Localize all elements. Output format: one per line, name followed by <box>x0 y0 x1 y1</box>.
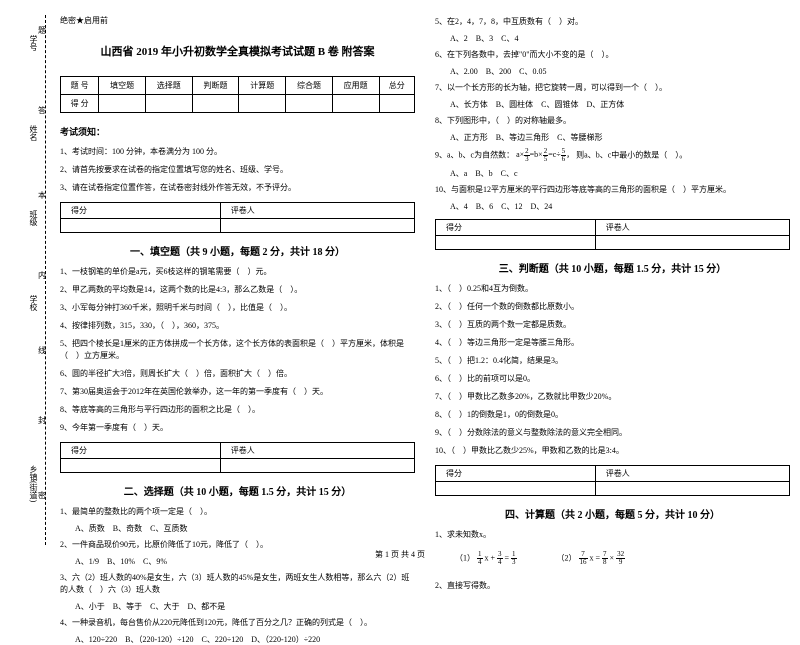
section-3-title: 三、判断题（共 10 小题，每题 1.5 分，共计 15 分） <box>435 260 790 275</box>
q-item: 9、（ ）分数除法的意义与整数除法的意义完全相同。 <box>435 427 790 439</box>
cut-mark: 封 <box>38 415 46 426</box>
cut-mark: 本 <box>38 190 46 201</box>
fraction-eq: a×23=b×25=c÷56， <box>516 150 576 159</box>
th: 综合题 <box>286 77 333 95</box>
q-item: 3、六（2）班人数的40%是女生，六（3）班人数的45%是女生，两班女生人数相等… <box>60 572 415 596</box>
scorer-table: 得分评卷人 <box>435 219 790 250</box>
notice-item: 3、请在试卷指定位置作答，在试卷密封线外作答无效，不予评分。 <box>60 182 415 194</box>
q-item: 8、（ ）1的倒数是1，0的倒数是0。 <box>435 409 790 421</box>
th: 计算题 <box>239 77 286 95</box>
binding-margin: 学号 题 姓名 答 班级 本 学校 内 线 封 乡镇(街道) 密 <box>10 15 60 545</box>
q-item: 7、（ ）甲数比乙数多20%，乙数就比甲数少20%。 <box>435 391 790 403</box>
th: 题 号 <box>61 77 99 95</box>
section-2-title: 二、选择题（共 10 小题，每题 1.5 分，共计 15 分） <box>60 483 415 498</box>
section-1-title: 一、填空题（共 9 小题，每题 2 分，共计 18 分） <box>60 243 415 258</box>
q-item: 2、（ ）任何一个数的倒数都比原数小。 <box>435 301 790 313</box>
q-item: 9、今年第一季度有（ ）天。 <box>60 422 415 434</box>
notice-title: 考试须知： <box>60 125 415 138</box>
q-item: 8、下列图形中，（ ）的对称轴最多。 <box>435 115 790 127</box>
cut-mark: 密 <box>38 490 46 501</box>
q-opts: A、4 B、6 C、12 D、24 <box>435 201 790 212</box>
q-item: 6、（ ）比的前项可以是0。 <box>435 373 790 385</box>
notice-item: 1、考试时间：100 分钟，本卷满分为 100 分。 <box>60 146 415 158</box>
q-opts: A、小于 B、等于 C、大于 D、都不是 <box>60 601 415 612</box>
q-item: 1、最简单的整数比的两个项一定是（ ）。 <box>60 506 415 518</box>
margin-label-class: 班级 <box>28 210 39 226</box>
q-item: 1、一枝钢笔的单价是a元，买6枝这样的钢笔需要（ ）元。 <box>60 266 415 278</box>
score-table: 题 号 填空题 选择题 判断题 计算题 综合题 应用题 总分 得 分 <box>60 76 415 113</box>
th: 填空题 <box>99 77 146 95</box>
margin-label-school: 学校 <box>28 295 39 311</box>
margin-label-name: 姓名 <box>28 125 39 141</box>
q-item: 5、（ ）把1.2：0.4化简，结果是3。 <box>435 355 790 367</box>
right-column: 5、在2，4，7，8，中互质数有（ ）对。 A、2 B、3 C、4 6、在下列各… <box>435 15 790 545</box>
q-item: 7、第30届奥运会于2012年在英国伦敦举办，这一年的第一季度有（ ）天。 <box>60 386 415 398</box>
q-opts: A、2.00 B、200 C、0.05 <box>435 66 790 77</box>
q-item: 4、（ ）等边三角形一定是等腰三角形。 <box>435 337 790 349</box>
q-opts: A、120÷220 B、（220-120）÷120 C、220÷120 D、（2… <box>60 634 415 645</box>
scorer-table: 得分评卷人 <box>60 202 415 233</box>
secret-label: 绝密★启用前 <box>60 15 415 26</box>
q-item: 2、直接写得数。 <box>435 580 790 592</box>
exam-title: 山西省 2019 年小升初数学全真模拟考试试题 B 卷 附答案 <box>60 43 415 59</box>
q-opts: A、正方形 B、等边三角形 C、等腰梯形 <box>435 132 790 143</box>
q-item: 10、与面积是12平方厘米的平行四边形等底等高的三角形的面积是（ ）平方厘米。 <box>435 184 790 196</box>
th: 应用题 <box>332 77 379 95</box>
q-opts: A、2 B、3 C、4 <box>435 33 790 44</box>
th: 总分 <box>379 77 414 95</box>
th: 选择题 <box>145 77 192 95</box>
row-label: 得 分 <box>61 95 99 113</box>
section-4-title: 四、计算题（共 2 小题，每题 5 分，共计 10 分） <box>435 506 790 521</box>
q-item: 2、甲乙两数的平均数是14，这两个数的比是4:3，那么乙数是（ ）。 <box>60 284 415 296</box>
left-column: 绝密★启用前 山西省 2019 年小升初数学全真模拟考试试题 B 卷 附答案 题… <box>60 15 415 545</box>
q-opts: A、质数 B、奇数 C、互质数 <box>60 523 415 534</box>
notice-item: 2、请首先按要求在试卷的指定位置填写您的姓名、班级、学号。 <box>60 164 415 176</box>
q-item: 3、（ ）互质的两个数一定都是质数。 <box>435 319 790 331</box>
q-item: 6、在下列各数中，去掉"0"而大小不变的是（ ）。 <box>435 49 790 61</box>
q-item: 6、圆的半径扩大3倍，则周长扩大（ ）倍，面积扩大（ ）倍。 <box>60 368 415 380</box>
q-item: 9、a、b、c为自然数： a×23=b×25=c÷56， 则a、b、c中最小的数… <box>435 148 790 163</box>
q-item: 4、一种录音机，每台售价从220元降低到120元，降低了百分之几？正确的列式是（… <box>60 617 415 629</box>
cut-mark: 内 <box>38 270 46 281</box>
q-item: 5、在2，4，7，8，中互质数有（ ）对。 <box>435 16 790 28</box>
th: 判断题 <box>192 77 239 95</box>
cut-mark: 题 <box>38 25 46 36</box>
q-item: 4、按律排列数，315，330，（ ），360，375。 <box>60 320 415 332</box>
cut-mark: 答 <box>38 105 46 116</box>
q-item: 1、求未知数x。 <box>435 529 790 541</box>
q-item: 3、小军每分钟打360千米，照明千米与时间（ ），比值是（ ）。 <box>60 302 415 314</box>
q-opts: A、长方体 B、圆柱体 C、圆锥体 D、正方体 <box>435 99 790 110</box>
q-item: 8、等底等高的三角形与平行四边形的面积之比是（ ）。 <box>60 404 415 416</box>
q-item: 1、（ ）0.25和4互为倒数。 <box>435 283 790 295</box>
cut-mark: 线 <box>38 345 46 356</box>
q-item: 7、以一个长方形的长为轴，把它旋转一周，可以得到一个（ ）。 <box>435 82 790 94</box>
scorer-table: 得分评卷人 <box>435 465 790 496</box>
page-footer: 第 1 页 共 4 页 <box>0 549 800 560</box>
q-opts: A、a B、b C、c <box>435 168 790 179</box>
scorer-table: 得分评卷人 <box>60 442 415 473</box>
q-item: 5、把四个棱长是1厘米的正方体拼成一个长方体，这个长方体的表面积是（ ）平方厘米… <box>60 338 415 362</box>
q-item: 10、（ ）甲数比乙数少25%，甲数和乙数的比是3:4。 <box>435 445 790 457</box>
margin-label-id: 学号 <box>28 35 39 51</box>
